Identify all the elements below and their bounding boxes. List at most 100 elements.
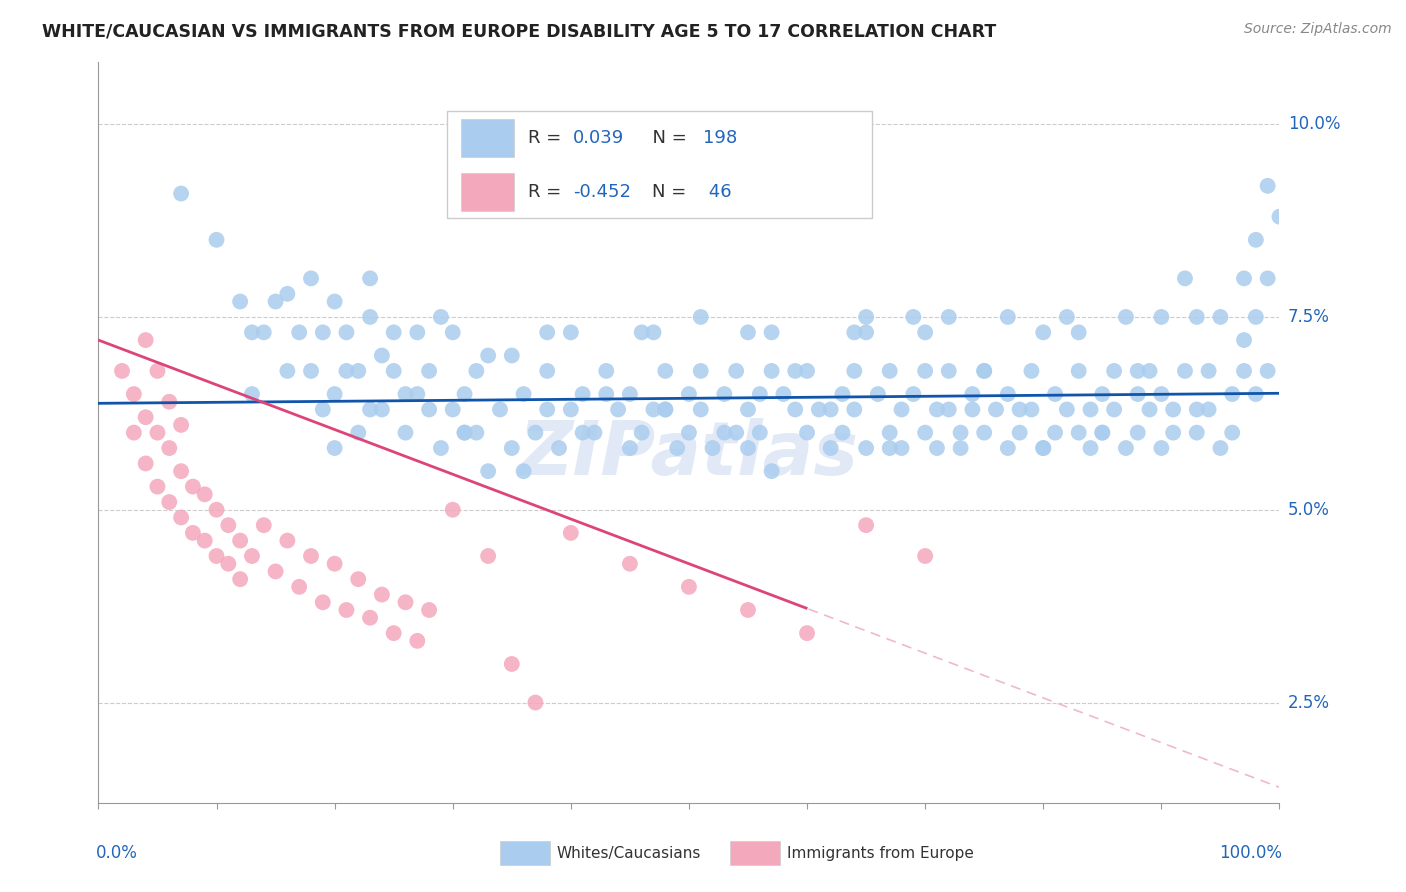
Text: N =: N = [652,183,692,201]
Point [583,425,606,440]
Point [973,364,995,378]
Point [666,441,689,455]
Point [1021,402,1043,417]
Point [984,402,1007,417]
Point [465,364,488,378]
Text: Source: ZipAtlas.com: Source: ZipAtlas.com [1244,22,1392,37]
Text: N =: N = [641,129,692,147]
Point [418,603,440,617]
Point [973,364,995,378]
Point [1102,364,1125,378]
Point [122,387,145,401]
Point [194,487,217,501]
Point [607,402,630,417]
Point [536,364,558,378]
Point [678,580,700,594]
Text: 198: 198 [703,129,737,147]
Point [335,603,357,617]
Point [371,588,394,602]
Point [855,518,877,533]
Point [1209,310,1232,324]
Point [170,510,193,524]
Point [643,402,665,417]
Point [879,425,901,440]
Point [359,271,381,285]
Point [725,364,748,378]
Point [1257,271,1279,285]
Point [477,549,499,563]
Point [264,294,287,309]
Point [689,310,711,324]
Point [1043,387,1066,401]
Point [725,425,748,440]
Point [1008,425,1031,440]
Point [1115,310,1137,324]
Point [1244,233,1267,247]
Point [501,657,523,671]
Point [1257,178,1279,193]
Point [820,441,842,455]
Point [1102,402,1125,417]
Point [1174,364,1197,378]
Text: WHITE/CAUCASIAN VS IMMIGRANTS FROM EUROPE DISABILITY AGE 5 TO 17 CORRELATION CHA: WHITE/CAUCASIAN VS IMMIGRANTS FROM EUROP… [42,22,997,40]
Point [146,364,169,378]
Point [1220,387,1243,401]
Point [855,441,877,455]
Point [1008,402,1031,417]
Point [914,326,936,340]
Point [1209,441,1232,455]
Point [335,364,357,378]
Point [1056,310,1078,324]
Point [938,310,960,324]
Point [831,387,853,401]
Point [1161,402,1184,417]
Point [312,595,335,609]
Point [1244,387,1267,401]
Point [1126,425,1149,440]
Point [1174,271,1197,285]
Point [796,364,818,378]
Point [477,349,499,363]
Point [997,387,1019,401]
Point [157,441,180,455]
Point [914,364,936,378]
Point [1139,402,1161,417]
Point [229,572,252,586]
Point [1220,425,1243,440]
Point [229,294,252,309]
Point [157,495,180,509]
Point [323,441,346,455]
Point [111,364,134,378]
Point [879,441,901,455]
Point [560,326,582,340]
Point [181,480,204,494]
Point [359,402,381,417]
Point [240,387,263,401]
Point [501,349,523,363]
Point [630,326,652,340]
Point [1126,387,1149,401]
Point [453,387,475,401]
Point [796,626,818,640]
Text: Immigrants from Europe: Immigrants from Europe [787,846,974,861]
Point [371,349,394,363]
Point [170,186,193,201]
Point [654,402,676,417]
Point [1021,364,1043,378]
Point [1150,310,1173,324]
Point [1150,387,1173,401]
Point [1043,425,1066,440]
Point [855,326,877,340]
Point [135,457,157,471]
Point [737,441,759,455]
Point [512,464,534,478]
Point [288,326,311,340]
Point [394,425,416,440]
Point [347,364,370,378]
Point [524,425,547,440]
Point [359,611,381,625]
Point [205,549,228,563]
Point [737,326,759,340]
Bar [461,173,515,211]
Point [737,402,759,417]
